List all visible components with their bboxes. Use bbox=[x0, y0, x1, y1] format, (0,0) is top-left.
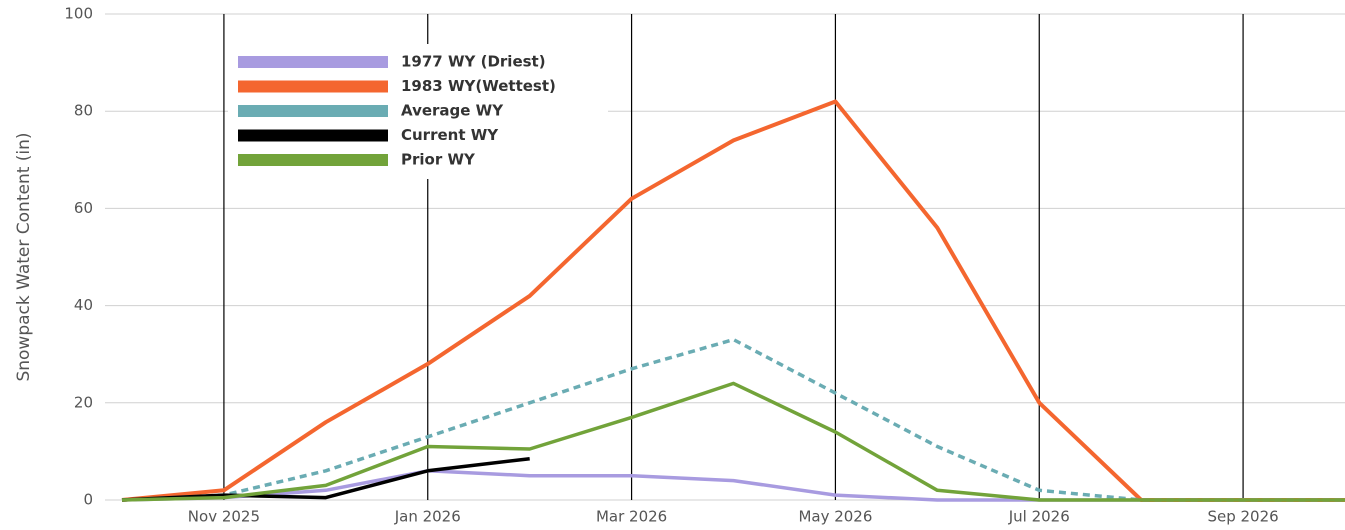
y-tick-label: 60 bbox=[74, 199, 93, 217]
legend-label: Average WY bbox=[401, 102, 504, 120]
x-tick-label: Nov 2025 bbox=[188, 508, 260, 526]
y-axis-title: Snowpack Water Content (in) bbox=[14, 132, 34, 381]
y-tick-label: 40 bbox=[74, 296, 93, 314]
legend-label: Current WY bbox=[401, 126, 499, 144]
x-tick-label: Jan 2026 bbox=[394, 508, 461, 526]
y-tick-label: 80 bbox=[74, 102, 93, 120]
series-line bbox=[121, 337, 1345, 502]
legend-swatch bbox=[238, 105, 388, 117]
legend-label: 1977 WY (Driest) bbox=[401, 53, 546, 71]
y-tick-label: 20 bbox=[74, 393, 93, 411]
legend-swatch bbox=[238, 80, 388, 93]
x-tick-label: Jul 2026 bbox=[1008, 508, 1070, 526]
x-tick-label: Sep 2026 bbox=[1207, 508, 1278, 526]
x-tick-label: May 2026 bbox=[798, 508, 872, 526]
legend-swatch bbox=[238, 129, 388, 142]
x-tick-label: Mar 2026 bbox=[596, 508, 667, 526]
legend-label: 1983 WY(Wettest) bbox=[401, 77, 556, 95]
legend-label: Prior WY bbox=[401, 151, 476, 169]
legend: 1977 WY (Driest) 1983 WY(Wettest) Average … bbox=[228, 44, 608, 179]
y-tick-label: 100 bbox=[64, 5, 93, 23]
series-line bbox=[121, 381, 1345, 502]
legend-swatch bbox=[238, 56, 388, 68]
legend-swatch bbox=[238, 154, 388, 166]
y-tick-label: 0 bbox=[83, 491, 93, 509]
